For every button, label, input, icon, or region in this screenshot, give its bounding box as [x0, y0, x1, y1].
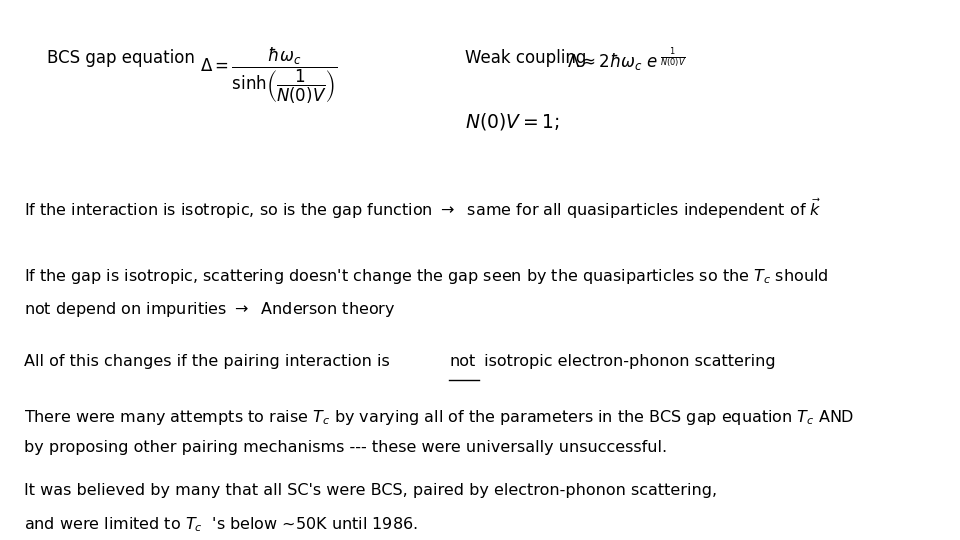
Text: All of this changes if the pairing interaction is: All of this changes if the pairing inter…: [24, 354, 395, 369]
Text: $\Lambda \approx 2\hbar\omega_c\; e^{\;\frac{1}{N(0)V}}$: $\Lambda \approx 2\hbar\omega_c\; e^{\;\…: [567, 46, 686, 73]
Text: not depend on impurities $\rightarrow$  Anderson theory: not depend on impurities $\rightarrow$ A…: [24, 300, 396, 319]
Text: Weak coupling: Weak coupling: [465, 49, 587, 66]
Text: There were many attempts to raise $T_c$ by varying all of the parameters in the : There were many attempts to raise $T_c$ …: [24, 408, 854, 427]
Text: $N(0)V = 1$;: $N(0)V = 1$;: [465, 111, 560, 132]
Text: If the interaction is isotropic, so is the gap function $\rightarrow$  same for : If the interaction is isotropic, so is t…: [24, 197, 822, 221]
Text: isotropic electron-phonon scattering: isotropic electron-phonon scattering: [479, 354, 776, 369]
Text: BCS gap equation: BCS gap equation: [47, 49, 195, 66]
Text: and were limited to $T_c$  's below ~50K until 1986.: and were limited to $T_c$ 's below ~50K …: [24, 516, 418, 535]
Text: If the gap is isotropic, scattering doesn't change the gap seen by the quasipart: If the gap is isotropic, scattering does…: [24, 267, 828, 286]
Text: $\Delta = \dfrac{\hbar\omega_c}{\sinh\!\left(\dfrac{1}{N(0)V}\right)}$: $\Delta = \dfrac{\hbar\omega_c}{\sinh\!\…: [201, 46, 338, 106]
Text: It was believed by many that all SC's were BCS, paired by electron-phonon scatte: It was believed by many that all SC's we…: [24, 483, 717, 498]
Text: by proposing other pairing mechanisms --- these were universally unsuccessful.: by proposing other pairing mechanisms --…: [24, 440, 667, 455]
Text: not: not: [449, 354, 475, 369]
